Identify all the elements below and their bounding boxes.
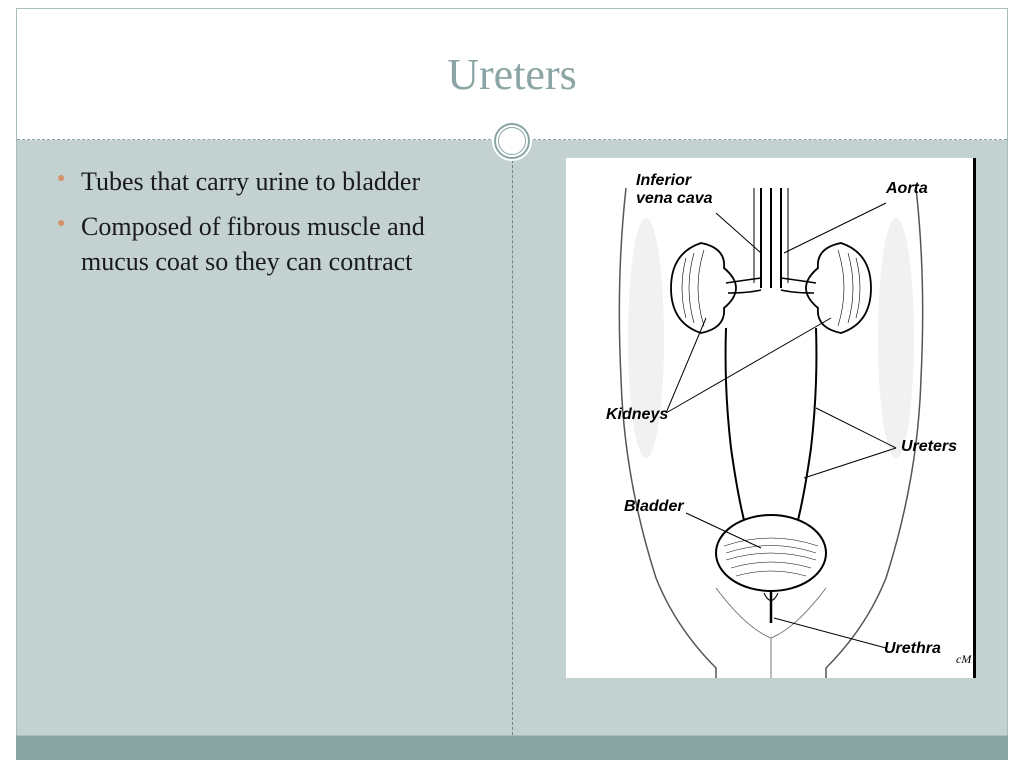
footer-bar bbox=[16, 736, 1008, 760]
circle-ornament-icon bbox=[492, 121, 532, 161]
center-divider bbox=[512, 140, 513, 735]
slide-frame: Ureters Tubes that carry urine to bladde… bbox=[16, 8, 1008, 736]
label-ivc: Inferior vena cava bbox=[636, 172, 713, 207]
label-urethra: Urethra bbox=[884, 640, 941, 658]
image-column: cM Inferior vena cava Aorta Kidneys Uret… bbox=[512, 140, 1007, 735]
anatomy-diagram: cM Inferior vena cava Aorta Kidneys Uret… bbox=[566, 158, 976, 678]
label-ureters: Ureters bbox=[901, 438, 957, 456]
body-area: Tubes that carry urine to bladder Compos… bbox=[17, 140, 1007, 735]
bullet-list: Tubes that carry urine to bladder Compos… bbox=[57, 164, 480, 279]
label-aorta: Aorta bbox=[886, 180, 928, 198]
bullet-item: Composed of fibrous muscle and mucus coa… bbox=[57, 209, 480, 279]
label-bladder: Bladder bbox=[624, 498, 684, 516]
svg-text:cM: cM bbox=[956, 652, 972, 666]
header-area: Ureters bbox=[17, 9, 1007, 139]
slide-title: Ureters bbox=[447, 49, 577, 100]
label-kidneys: Kidneys bbox=[606, 406, 668, 424]
bullet-item: Tubes that carry urine to bladder bbox=[57, 164, 480, 199]
text-column: Tubes that carry urine to bladder Compos… bbox=[17, 140, 512, 735]
